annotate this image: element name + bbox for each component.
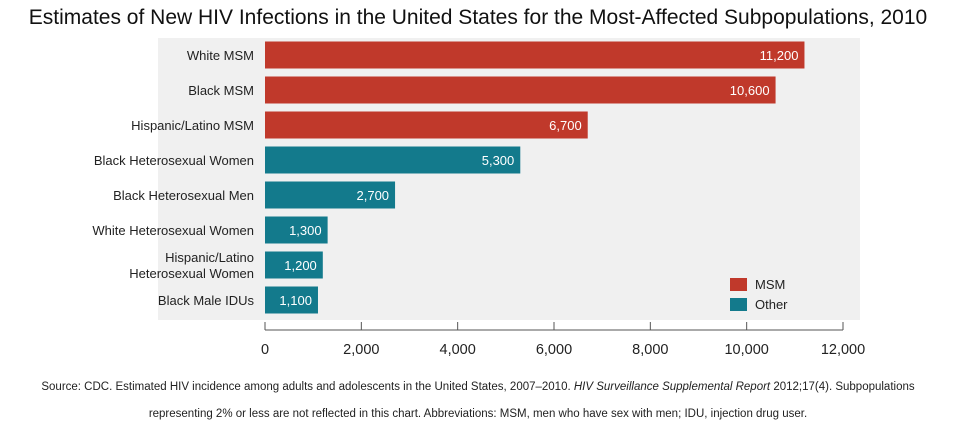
source-line2: representing 2% or less are not reflecte…: [148, 408, 808, 420]
bar-value-label: 10,600: [730, 83, 770, 98]
source-suffix: 2012;17(4). Subpopulations: [770, 381, 915, 393]
x-tick-label: 0: [261, 342, 269, 358]
bar-chart: 11,200 White MSM 10,600 Black MSM 6,700 Hispa…: [92, 38, 865, 358]
x-tick-label: 2,000: [343, 342, 379, 358]
chart-title: Estimates of New HIV Infections in the U…: [28, 6, 928, 29]
bar-1: [265, 76, 776, 104]
bar-5: [265, 216, 328, 244]
category-label: Black Male IDUs: [158, 293, 255, 308]
category-label: White Heterosexual Women: [92, 223, 254, 238]
legend-label: Other: [755, 297, 788, 312]
category-label: Black Heterosexual Women: [94, 153, 254, 168]
bar-3: [265, 146, 521, 174]
bar-value-label: 1,100: [279, 293, 312, 308]
bar-value-label: 11,200: [760, 48, 799, 63]
bar-0: [265, 41, 805, 69]
category-label: Black Heterosexual Men: [113, 188, 254, 203]
bar-value-label: 6,700: [549, 118, 582, 133]
source-report: HIV Surveillance Supplemental Report: [573, 381, 771, 393]
bar-7: [265, 286, 318, 314]
category-label: White MSM: [187, 48, 254, 63]
category-label: Hispanic/Latino MSM: [131, 118, 254, 133]
legend-swatch-other: [730, 298, 747, 311]
bar-value-label: 1,300: [289, 223, 322, 238]
bar-4: [265, 181, 396, 209]
x-tick-label: 10,000: [724, 342, 768, 358]
bar-value-label: 2,700: [357, 188, 390, 203]
category-label: Hispanic/Latino Heterosexual Women: [129, 250, 254, 281]
legend-swatch-msm: [730, 278, 747, 291]
source-prefix: Source: CDC. Estimated HIV incidence amo…: [41, 381, 574, 393]
source-note: Source: CDC. Estimated HIV incidence amo…: [10, 374, 946, 428]
bar-value-label: 1,200: [284, 258, 317, 273]
bar-value-label: 5,300: [482, 153, 515, 168]
category-label: Black MSM: [188, 83, 254, 98]
legend-label: MSM: [755, 277, 785, 292]
x-tick-label: 8,000: [632, 342, 668, 358]
bar-6: [265, 251, 323, 279]
x-tick-label: 6,000: [536, 342, 572, 358]
bar-2: [265, 111, 588, 139]
x-tick-label: 12,000: [821, 342, 865, 358]
x-tick-label: 4,000: [440, 342, 476, 358]
